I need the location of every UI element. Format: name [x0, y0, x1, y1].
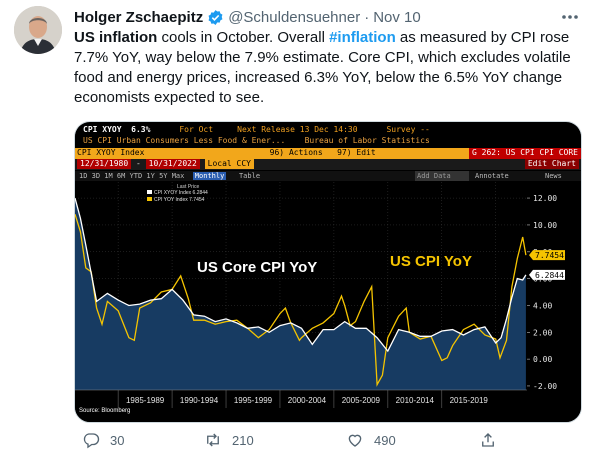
tweet-text-bold: US inflation	[74, 29, 158, 46]
y-tick-label: 12.00	[533, 194, 557, 203]
terminal-row-3: CPI XYOY Index 96) Actions 97) Edit G 26…	[75, 148, 581, 159]
last-value-core: 6.2844	[535, 271, 564, 280]
y-tick-label: 4.00	[533, 301, 552, 310]
terminal-row-1: CPI XYOY 6.3% For Oct Next Release 13 De…	[75, 125, 581, 136]
retweet-count: 210	[232, 432, 254, 448]
x-tick-label: 1990-1994	[180, 396, 219, 405]
y-tick-label: 10.00	[533, 221, 557, 230]
last-value-tags: 7.7454 6.2844	[529, 250, 565, 280]
y-tick-label: 2.00	[533, 328, 552, 337]
last-value-cpi-bg	[529, 250, 565, 261]
retweet-button[interactable]: 210	[204, 430, 254, 450]
terminal-row-2: US CPI Urban Consumers Less Food & Ener.…	[75, 136, 581, 147]
legend-swatch-cpi	[147, 197, 152, 201]
currency-select[interactable]: Local CCY	[204, 159, 254, 169]
tweet-text-part: as measured by CPI rose 7.7% YoY, way be…	[74, 29, 571, 106]
last-value-core-bg	[529, 269, 565, 280]
header-separator: ·	[364, 8, 370, 26]
table-button[interactable]: Table	[238, 172, 261, 180]
x-tick-label: 1995-1999	[234, 396, 273, 405]
core-cpi-yoy-line	[75, 197, 527, 353]
for-label: For Oct	[179, 125, 214, 134]
reply-button[interactable]: 30	[82, 430, 124, 450]
tweet-media-chart[interactable]: CPI XYOY 6.3% For Oct Next Release 13 De…	[74, 121, 582, 423]
tweet-text: US inflation cools in October. Overall #…	[74, 28, 589, 108]
x-tick-label: 2005-2009	[342, 396, 381, 405]
share-button[interactable]	[479, 430, 497, 450]
like-count: 490	[374, 432, 396, 448]
legend-title: Last Price	[177, 184, 199, 190]
share-icon	[482, 433, 494, 447]
ticker: CPI XYOY	[83, 125, 122, 134]
x-axis-band	[75, 391, 581, 422]
actions-menu[interactable]: 96) Actions	[269, 148, 323, 157]
frequency-select[interactable]: Monthly	[192, 172, 227, 180]
x-tick-label: 2015-2019	[450, 396, 489, 405]
legend-cpi: CPI YOY Index 7.7454	[154, 197, 205, 203]
chart-source: Source: Bloomberg	[79, 408, 131, 414]
start-date-field[interactable]: 12/31/1980	[77, 159, 132, 169]
verified-badge-icon	[208, 9, 223, 25]
y-tick-label: 0.00	[533, 355, 552, 364]
core-cpi-area	[75, 198, 526, 390]
chart-code: G 262: US CPI CPI CORE	[469, 148, 581, 159]
label-core-cpi: US Core CPI YoY	[197, 259, 317, 276]
chart-legend: Last Price CPI XYOY Index 6.2844 CPI YOY…	[147, 184, 208, 203]
index-field[interactable]: CPI XYOY Index	[77, 148, 145, 157]
reply-count: 30	[110, 432, 125, 448]
reply-icon	[83, 433, 100, 449]
next-release: Next Release 13 Dec 14:30	[237, 125, 358, 134]
period-selector[interactable]: 1D 3D 1M 6M YTD 1Y 5Y Max	[79, 172, 185, 180]
more-options-icon[interactable]	[560, 10, 580, 24]
terminal-row-5: 1D 3D 1M 6M YTD 1Y 5Y Max Monthly Table …	[75, 171, 581, 181]
x-tick-label: 2000-2004	[288, 396, 327, 405]
retweet-icon	[207, 433, 219, 447]
avatar[interactable]	[14, 6, 62, 54]
end-date-field[interactable]: 10/31/2022	[145, 159, 200, 169]
hashtag-link[interactable]: #inflation	[329, 29, 396, 46]
edit-menu[interactable]: 97) Edit	[337, 148, 376, 157]
series-description: US CPI Urban Consumers Less Food & Ener.…	[83, 136, 286, 145]
add-data-input[interactable]: Add Data	[415, 171, 469, 181]
like-button[interactable]: 490	[346, 430, 396, 450]
x-tick-label: 1985-1989	[126, 396, 165, 405]
last-value-cpi: 7.7454	[535, 251, 564, 260]
tweet-actions: 30 210 490	[74, 430, 574, 450]
news-button[interactable]: News	[545, 172, 562, 180]
tweet-date[interactable]: Nov 10	[373, 8, 421, 26]
label-cpi: US CPI YoY	[390, 253, 472, 270]
annotate-button[interactable]: Annotate	[475, 172, 509, 180]
terminal-row-4: 12/31/1980 - 10/31/2022 Local CCY Edit C…	[75, 159, 581, 170]
heart-icon	[348, 434, 362, 447]
legend-core: CPI XYOY Index 6.2844	[154, 190, 208, 196]
legend-swatch-core	[147, 190, 152, 194]
edit-chart-button[interactable]: Edit Chart	[524, 159, 579, 169]
author-name[interactable]: Holger Zschaepitz	[74, 8, 204, 26]
cpi-yoy-line	[75, 214, 527, 387]
tweet-text-part: cools in October. Overall	[157, 29, 330, 46]
x-axis-ticks: 1985-1989 1990-1994 1995-1999 2000-2004 2005…	[75, 389, 581, 422]
y-tick-label: -2.00	[533, 382, 557, 391]
tweet-header: Holger Zschaepitz @Schuldensuehner · Nov…	[74, 6, 421, 28]
avatar-image	[14, 6, 62, 54]
series-source: Bureau of Labor Statistics	[304, 136, 430, 145]
ticker-value: 6.3%	[131, 125, 151, 134]
x-tick-label: 2010-2014	[396, 396, 435, 405]
survey: Survey --	[386, 125, 430, 134]
author-handle[interactable]: @Schuldensuehner	[228, 8, 361, 26]
